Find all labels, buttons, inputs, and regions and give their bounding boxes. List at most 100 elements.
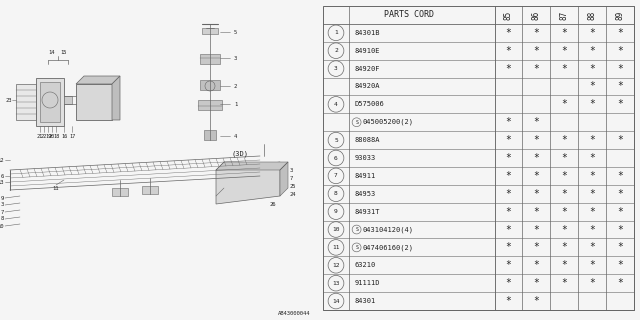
- Text: 1: 1: [234, 101, 237, 107]
- Text: *: *: [617, 278, 623, 288]
- Text: *: *: [506, 28, 511, 38]
- Text: 93033: 93033: [354, 155, 376, 161]
- Text: S: S: [355, 120, 358, 125]
- Text: *: *: [533, 207, 540, 217]
- Text: S: S: [355, 227, 358, 232]
- Text: 5: 5: [234, 29, 237, 35]
- Text: *: *: [533, 225, 540, 235]
- Text: *: *: [506, 64, 511, 74]
- Text: *: *: [533, 243, 540, 252]
- Text: *: *: [589, 82, 595, 92]
- Text: 3: 3: [334, 66, 338, 71]
- Polygon shape: [76, 84, 112, 120]
- Text: *: *: [589, 260, 595, 270]
- Polygon shape: [112, 76, 120, 120]
- Polygon shape: [198, 100, 222, 110]
- Text: *: *: [589, 135, 595, 145]
- Polygon shape: [280, 162, 288, 196]
- Text: 22: 22: [41, 133, 47, 139]
- Text: 12: 12: [332, 263, 340, 268]
- Text: 19: 19: [45, 133, 51, 139]
- Text: 91111D: 91111D: [354, 280, 380, 286]
- Text: 88088A: 88088A: [354, 137, 380, 143]
- Text: 10: 10: [332, 227, 340, 232]
- Text: *: *: [533, 46, 540, 56]
- Text: 7: 7: [1, 210, 4, 214]
- Text: 045005200(2): 045005200(2): [362, 119, 413, 125]
- Text: *: *: [589, 171, 595, 181]
- Text: *: *: [533, 260, 540, 270]
- Text: *: *: [589, 189, 595, 199]
- Text: *: *: [617, 207, 623, 217]
- Text: 15: 15: [61, 50, 67, 54]
- Text: S: S: [355, 245, 358, 250]
- Polygon shape: [200, 80, 220, 90]
- Polygon shape: [204, 130, 216, 140]
- Text: 84301: 84301: [354, 298, 376, 304]
- Text: *: *: [561, 99, 567, 109]
- Text: *: *: [617, 28, 623, 38]
- Text: 16: 16: [61, 133, 67, 139]
- Text: *: *: [617, 225, 623, 235]
- Text: *: *: [533, 153, 540, 163]
- Text: PARTS CORD: PARTS CORD: [384, 11, 434, 20]
- Text: 20: 20: [49, 133, 55, 139]
- Text: *: *: [617, 260, 623, 270]
- Polygon shape: [200, 54, 220, 64]
- Text: *: *: [617, 82, 623, 92]
- Text: 3: 3: [234, 55, 237, 60]
- Text: *: *: [506, 171, 511, 181]
- Text: 7: 7: [334, 173, 338, 178]
- Text: *: *: [506, 46, 511, 56]
- Text: *: *: [506, 260, 511, 270]
- Text: *: *: [561, 171, 567, 181]
- Text: *: *: [561, 64, 567, 74]
- Text: 4: 4: [334, 102, 338, 107]
- Polygon shape: [16, 84, 36, 120]
- Text: 87: 87: [560, 10, 569, 20]
- Text: 043104120(4): 043104120(4): [362, 226, 413, 233]
- Text: *: *: [506, 153, 511, 163]
- Text: *: *: [506, 225, 511, 235]
- Text: *: *: [561, 243, 567, 252]
- Text: *: *: [617, 135, 623, 145]
- Text: *: *: [589, 243, 595, 252]
- Text: 84920F: 84920F: [354, 66, 380, 72]
- Text: 13: 13: [0, 180, 4, 185]
- Text: *: *: [589, 46, 595, 56]
- Text: *: *: [533, 296, 540, 306]
- Text: *: *: [561, 260, 567, 270]
- Text: 9: 9: [334, 209, 338, 214]
- Text: 13: 13: [332, 281, 340, 286]
- Text: 6: 6: [1, 173, 4, 179]
- Text: 8: 8: [334, 191, 338, 196]
- Text: 89: 89: [616, 10, 625, 20]
- Text: 84911: 84911: [354, 173, 376, 179]
- Text: 2: 2: [334, 48, 338, 53]
- Text: 84931T: 84931T: [354, 209, 380, 215]
- Text: 3: 3: [290, 167, 293, 172]
- Text: 84910E: 84910E: [354, 48, 380, 54]
- Polygon shape: [216, 162, 288, 170]
- Text: 11: 11: [332, 245, 340, 250]
- Text: *: *: [561, 225, 567, 235]
- Text: *: *: [589, 225, 595, 235]
- Text: 25: 25: [290, 183, 296, 188]
- Text: 63210: 63210: [354, 262, 376, 268]
- Text: 23: 23: [6, 98, 13, 102]
- Text: 88: 88: [588, 10, 596, 20]
- Text: *: *: [533, 189, 540, 199]
- Text: 85: 85: [504, 10, 513, 20]
- Text: 14: 14: [49, 50, 55, 54]
- Text: 6: 6: [334, 156, 338, 161]
- Text: *: *: [561, 46, 567, 56]
- Text: *: *: [589, 153, 595, 163]
- Text: 8: 8: [1, 217, 4, 221]
- Text: *: *: [506, 296, 511, 306]
- Text: 17: 17: [69, 133, 75, 139]
- Text: *: *: [561, 278, 567, 288]
- Text: 86: 86: [532, 10, 541, 20]
- Text: *: *: [617, 46, 623, 56]
- Text: 1: 1: [334, 30, 338, 35]
- Text: *: *: [533, 28, 540, 38]
